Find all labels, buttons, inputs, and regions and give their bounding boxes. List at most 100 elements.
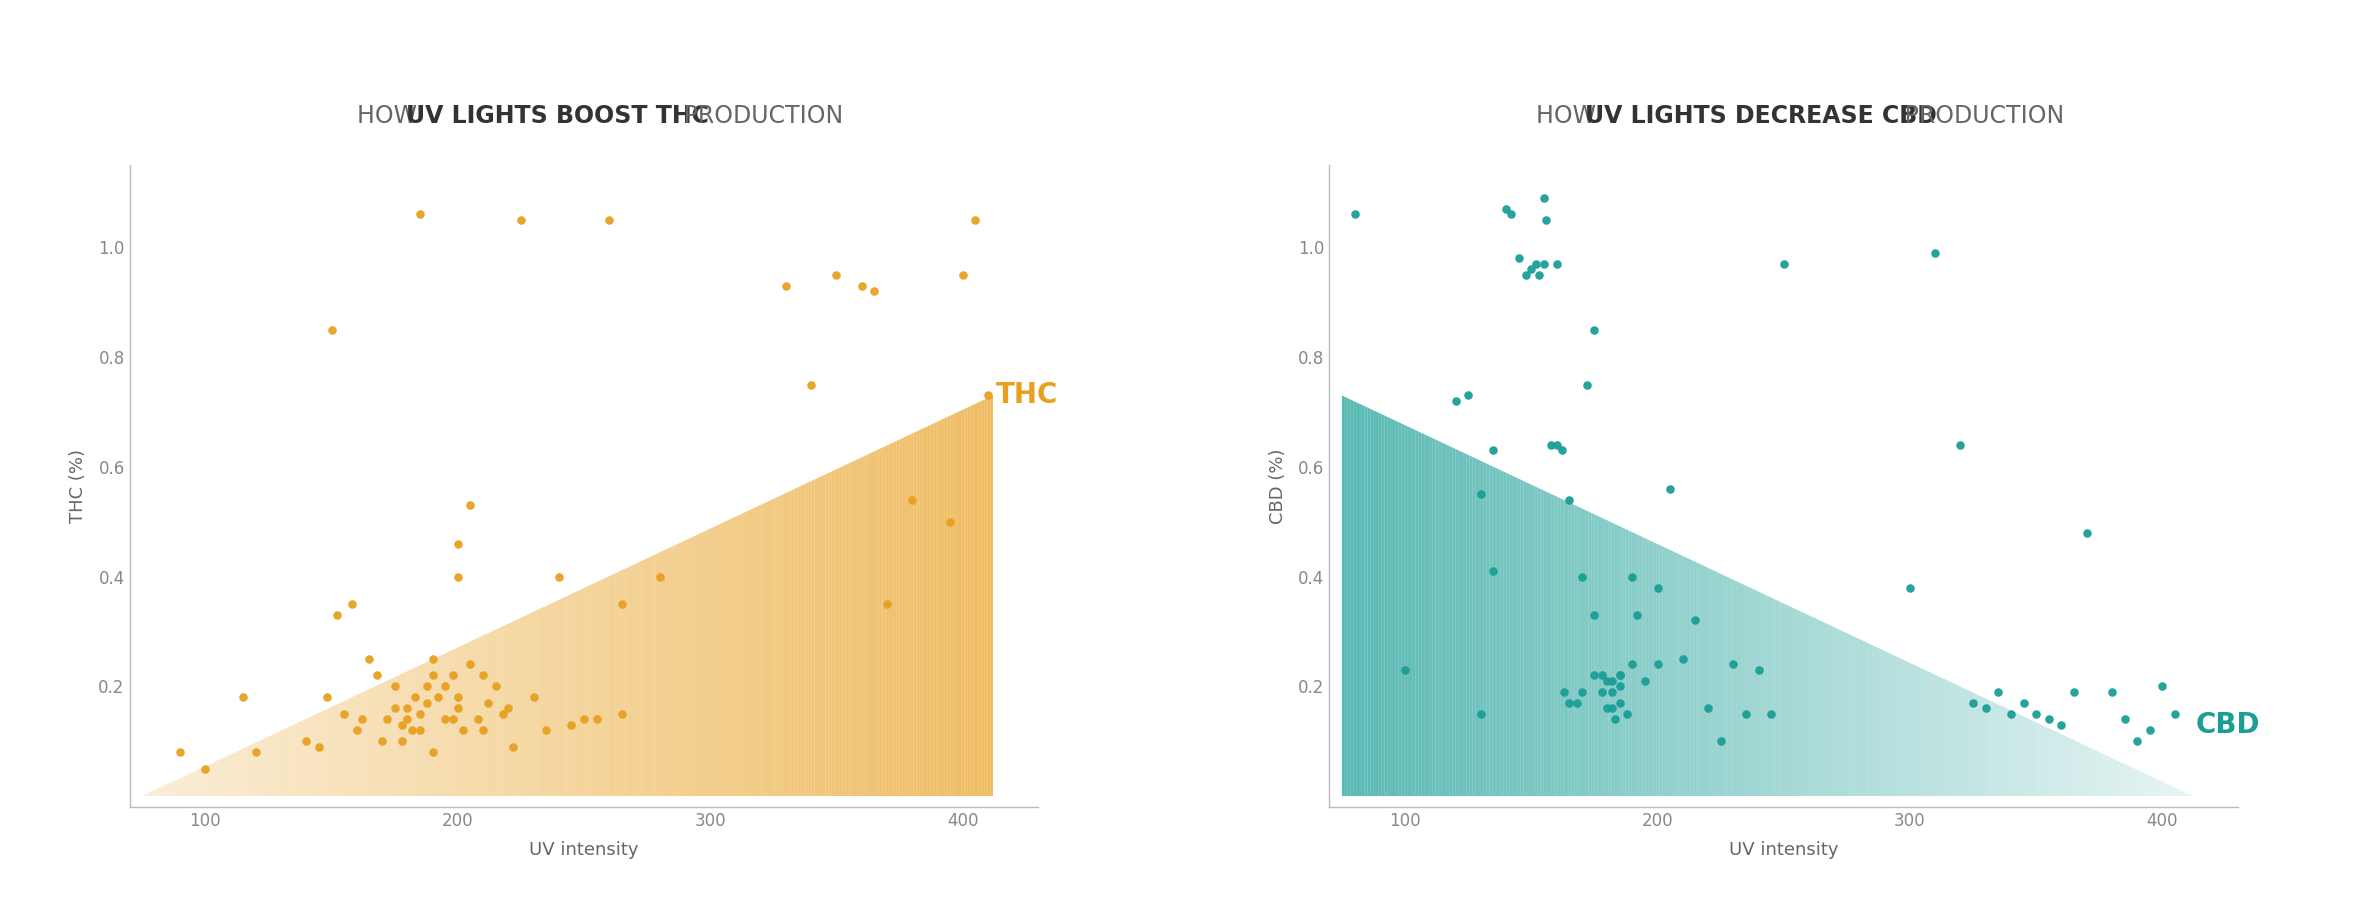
Polygon shape [563,597,565,796]
Polygon shape [2137,769,2139,796]
Point [565,712,603,726]
Polygon shape [1381,414,1385,796]
Polygon shape [1607,520,1609,796]
Polygon shape [596,581,598,796]
Polygon shape [221,757,224,796]
Point [1588,701,1626,715]
Point [1677,613,1715,628]
Point [931,514,968,529]
Polygon shape [184,775,188,796]
Polygon shape [573,591,577,796]
Polygon shape [1498,469,1501,796]
Polygon shape [615,571,620,796]
X-axis label: UV intensity: UV intensity [530,841,638,859]
Polygon shape [316,713,318,796]
Point [1562,569,1600,584]
Polygon shape [2045,726,2047,796]
Polygon shape [523,615,525,796]
Polygon shape [947,415,949,796]
Polygon shape [1364,406,1366,796]
Point [434,668,471,682]
Polygon shape [620,570,622,796]
Polygon shape [898,439,900,796]
Polygon shape [2109,756,2111,796]
Polygon shape [1407,426,1409,796]
Point [2054,684,2092,699]
Point [2118,734,2156,748]
Point [393,723,431,737]
Polygon shape [448,650,452,796]
Polygon shape [1706,567,1708,796]
Point [485,706,523,721]
Polygon shape [2116,760,2118,796]
Polygon shape [1824,623,1826,796]
Polygon shape [836,468,839,796]
Polygon shape [2059,734,2062,796]
Polygon shape [737,514,740,796]
Polygon shape [1501,470,1503,796]
Polygon shape [759,505,761,796]
Point [313,322,351,337]
Polygon shape [825,473,829,796]
Polygon shape [638,561,641,796]
Point [1600,668,1637,682]
Polygon shape [236,751,238,796]
Polygon shape [648,557,650,796]
Polygon shape [942,418,945,796]
Point [867,597,905,612]
Polygon shape [2033,722,2038,796]
Polygon shape [2083,744,2085,796]
Polygon shape [1864,641,1866,796]
Text: PRODUCTION: PRODUCTION [676,105,843,128]
Polygon shape [1489,465,1491,796]
Polygon shape [1859,638,1861,796]
Point [1524,191,1562,205]
Polygon shape [794,488,796,796]
Polygon shape [1972,691,1974,796]
Polygon shape [1965,690,1970,796]
Polygon shape [2186,793,2191,796]
Polygon shape [766,501,768,796]
Polygon shape [2132,768,2137,796]
Polygon shape [1588,512,1593,796]
Polygon shape [919,429,921,796]
Polygon shape [379,682,384,796]
Polygon shape [2125,764,2127,796]
Polygon shape [888,444,891,796]
Polygon shape [488,632,490,796]
Point [1513,262,1550,277]
Polygon shape [205,766,207,796]
Polygon shape [1960,687,1963,796]
Polygon shape [862,456,865,796]
Polygon shape [403,672,405,796]
Polygon shape [2076,741,2080,796]
Polygon shape [1937,676,1941,796]
Polygon shape [872,451,874,796]
Y-axis label: THC (%): THC (%) [68,449,87,523]
Polygon shape [188,773,191,796]
Polygon shape [697,533,700,796]
Polygon shape [1670,550,1673,796]
Polygon shape [1774,599,1776,796]
Polygon shape [1399,422,1402,796]
Polygon shape [1993,702,1998,796]
Point [1463,487,1501,502]
Polygon shape [978,401,982,796]
Polygon shape [1432,438,1435,796]
Point [401,723,438,737]
Polygon shape [693,536,695,796]
Polygon shape [398,675,401,796]
Polygon shape [217,760,219,796]
Polygon shape [148,792,151,796]
Point [160,745,198,759]
Point [1892,580,1930,595]
Point [1562,684,1600,699]
Polygon shape [170,781,174,796]
Point [1475,443,1513,458]
Polygon shape [1569,503,1571,796]
Point [1753,706,1791,721]
Polygon shape [320,711,323,796]
Polygon shape [1685,557,1687,796]
Polygon shape [1609,521,1612,796]
Polygon shape [1741,584,1746,796]
